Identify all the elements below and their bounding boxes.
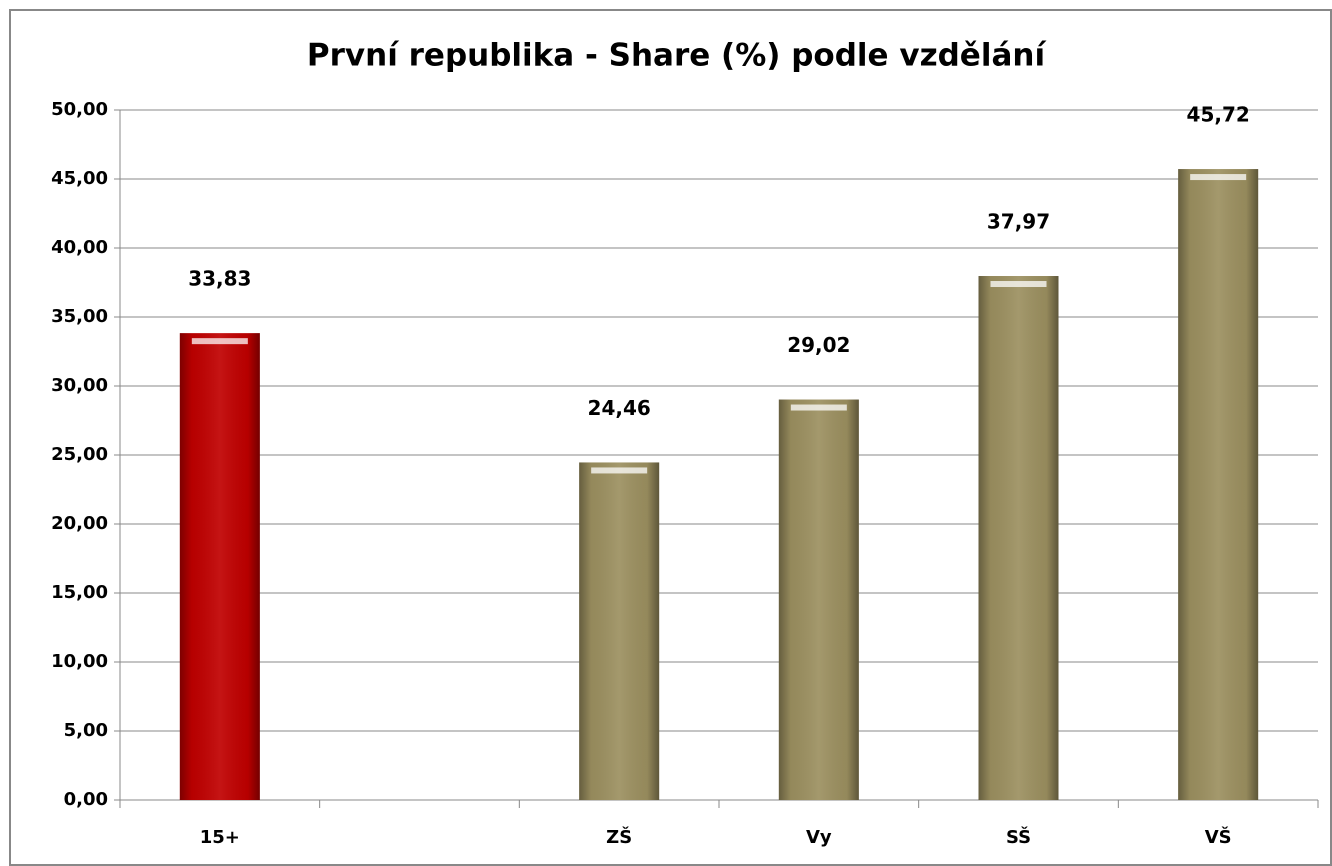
y-tick-label: 45,00 — [51, 168, 108, 189]
value-label: 29,02 — [787, 333, 850, 357]
bar-highlight — [990, 281, 1047, 288]
value-label: 45,72 — [1187, 103, 1250, 127]
y-tick-label: 10,00 — [51, 651, 108, 672]
y-tick-label: 30,00 — [51, 375, 108, 396]
value-label: 33,83 — [188, 267, 251, 291]
bar-highlight — [191, 338, 248, 345]
x-tick-label: SŠ — [1006, 826, 1031, 848]
bar-shade — [179, 333, 260, 800]
bar-shade — [579, 462, 660, 800]
bar-shade — [778, 399, 859, 800]
y-tick-label: 25,00 — [51, 444, 108, 465]
y-tick-label: 35,00 — [51, 306, 108, 327]
x-tick-label: Vy — [806, 827, 832, 848]
bar-shade — [978, 276, 1059, 800]
y-tick-label: 15,00 — [51, 582, 108, 603]
y-tick-label: 50,00 — [51, 99, 108, 120]
bar-highlight — [591, 467, 648, 474]
value-label: 37,97 — [987, 210, 1050, 234]
x-tick-label: ZŠ — [606, 826, 632, 848]
y-tick-label: 40,00 — [51, 237, 108, 258]
bar-highlight — [790, 404, 847, 411]
value-label: 24,46 — [588, 396, 651, 420]
y-tick-label: 20,00 — [51, 513, 108, 534]
x-tick-label: 15+ — [200, 827, 240, 848]
bar-highlight — [1190, 174, 1247, 181]
x-tick-label: VŠ — [1205, 826, 1232, 848]
bar-shade — [1178, 169, 1259, 801]
chart-title: První republika - Share (%) podle vzdělá… — [307, 38, 1047, 74]
y-tick-label: 5,00 — [64, 720, 108, 741]
y-tick-label: 0,00 — [64, 789, 108, 810]
